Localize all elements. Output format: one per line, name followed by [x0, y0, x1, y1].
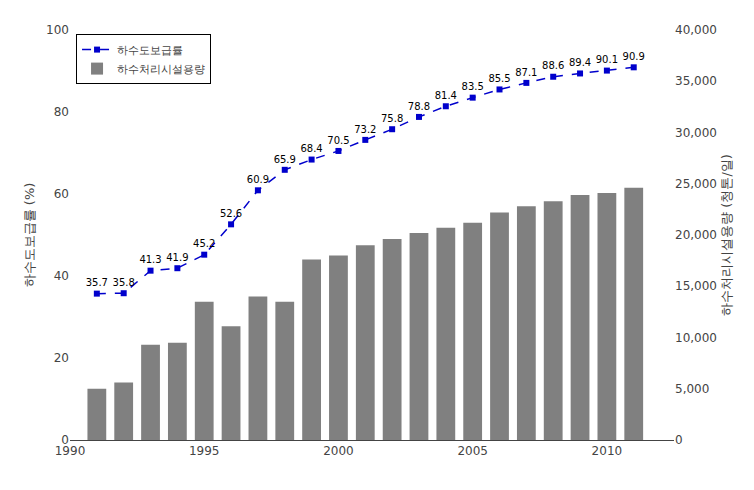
- svg-text:0: 0: [675, 433, 683, 447]
- svg-text:2005: 2005: [457, 444, 488, 458]
- svg-text:81.4: 81.4: [435, 90, 457, 101]
- svg-text:35,000: 35,000: [675, 74, 717, 88]
- svg-text:100: 100: [46, 23, 69, 37]
- svg-text:83.5: 83.5: [462, 81, 484, 92]
- svg-text:41.9: 41.9: [166, 252, 188, 263]
- svg-text:85.5: 85.5: [488, 73, 510, 84]
- svg-text:70.5: 70.5: [327, 135, 349, 146]
- svg-text:40,000: 40,000: [675, 23, 717, 37]
- svg-text:40: 40: [54, 269, 69, 283]
- svg-text:15,000: 15,000: [675, 279, 717, 293]
- svg-text:1990: 1990: [55, 444, 86, 458]
- svg-text:1995: 1995: [189, 444, 220, 458]
- svg-text:하수도보급률: 하수도보급률: [117, 44, 183, 57]
- svg-text:35.7: 35.7: [86, 277, 108, 288]
- svg-text:하수처리시설용량 (청톤/일): 하수처리시설용량 (청톤/일): [719, 154, 734, 316]
- svg-text:73.2: 73.2: [354, 124, 376, 135]
- svg-text:0: 0: [61, 433, 69, 447]
- svg-text:하수처리시설용량: 하수처리시설용량: [117, 63, 205, 76]
- svg-text:78.8: 78.8: [408, 101, 430, 112]
- svg-text:45.2: 45.2: [193, 238, 215, 249]
- svg-text:하수도보급률 (%): 하수도보급률 (%): [22, 183, 37, 288]
- svg-text:65.9: 65.9: [274, 154, 296, 165]
- svg-text:2000: 2000: [323, 444, 354, 458]
- svg-text:35.8: 35.8: [113, 277, 135, 288]
- svg-text:10,000: 10,000: [675, 331, 717, 345]
- svg-text:60: 60: [54, 187, 69, 201]
- svg-text:41.3: 41.3: [139, 254, 161, 265]
- svg-text:89.4: 89.4: [569, 57, 591, 68]
- svg-text:25,000: 25,000: [675, 177, 717, 191]
- svg-text:20,000: 20,000: [675, 228, 717, 242]
- svg-text:75.8: 75.8: [381, 113, 403, 124]
- svg-text:20: 20: [54, 351, 69, 365]
- svg-text:90.1: 90.1: [596, 54, 618, 65]
- svg-text:52.6: 52.6: [220, 208, 242, 219]
- svg-text:88.6: 88.6: [542, 60, 564, 71]
- svg-text:87.1: 87.1: [515, 67, 537, 78]
- svg-text:60.9: 60.9: [247, 174, 269, 185]
- svg-text:2010: 2010: [592, 444, 623, 458]
- svg-text:80: 80: [54, 105, 69, 119]
- svg-text:30,000: 30,000: [675, 126, 717, 140]
- svg-text:5,000: 5,000: [675, 382, 709, 396]
- svg-text:68.4: 68.4: [300, 143, 322, 154]
- svg-text:90.9: 90.9: [623, 51, 645, 62]
